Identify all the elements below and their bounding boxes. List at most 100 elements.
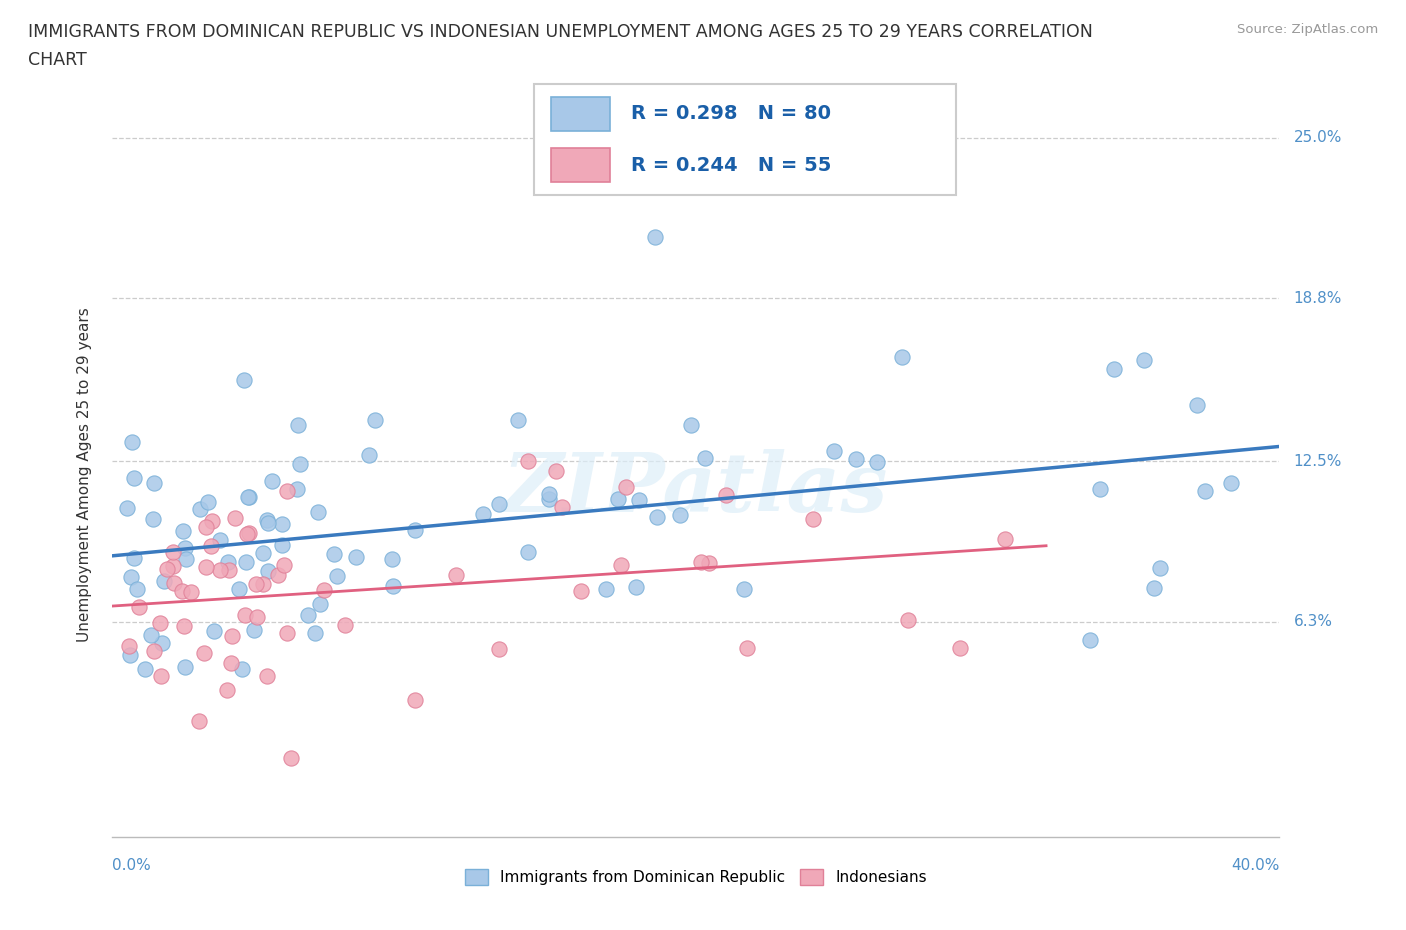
Point [845,452,868,467]
Point [236,526,259,541]
FancyBboxPatch shape [551,97,610,130]
Point [122,471,145,485]
FancyBboxPatch shape [534,84,956,195]
Point [823,443,845,458]
Point [697,556,720,571]
Text: IMMIGRANTS FROM DOMINICAN REPUBLIC VS INDONESIAN UNEMPLOYMENT AMONG AGES 25 TO 2: IMMIGRANTS FROM DOMINICAN REPUBLIC VS IN… [28,23,1092,41]
Point [188,713,211,728]
Point [170,584,193,599]
Legend: Immigrants from Dominican Republic, Indonesians: Immigrants from Dominican Republic, Indo… [458,863,934,891]
Point [994,531,1017,546]
Point [404,523,426,538]
Point [235,555,257,570]
Point [121,435,143,450]
Point [733,582,755,597]
Point [197,494,219,509]
Point [606,492,628,507]
Text: ZIPatlas: ZIPatlas [503,449,889,529]
Point [246,610,269,625]
Point [488,642,510,657]
Point [228,582,250,597]
Point [287,481,309,496]
Point [538,492,561,507]
Point [238,489,260,504]
Point [118,638,141,653]
Point [312,582,335,597]
Point [245,577,267,591]
Point [644,230,666,245]
Text: R = 0.298   N = 80: R = 0.298 N = 80 [631,104,831,124]
Point [1133,352,1156,367]
Point [163,576,186,591]
Point [714,488,737,503]
Point [309,597,332,612]
Point [669,508,692,523]
Point [122,551,145,566]
Point [142,512,165,526]
Point [224,511,246,525]
Point [569,583,592,598]
Point [188,502,211,517]
Point [304,626,326,641]
Point [948,641,970,656]
Text: 0.0%: 0.0% [112,857,152,872]
Point [508,412,530,427]
Point [488,497,510,512]
Point [256,512,278,527]
Point [614,480,637,495]
Point [326,569,349,584]
Point [735,641,758,656]
Point [1194,484,1216,498]
Point [149,669,172,684]
Point [201,513,224,528]
Point [257,516,280,531]
Point [335,618,357,632]
Point [120,569,142,584]
Point [219,656,242,671]
Point [444,568,467,583]
Point [1102,362,1125,377]
Point [344,549,367,564]
Text: 40.0%: 40.0% [1232,857,1279,872]
FancyBboxPatch shape [551,149,610,182]
Point [276,626,298,641]
Point [162,544,184,559]
Point [217,555,239,570]
Point [404,693,426,708]
Point [173,659,195,674]
Point [252,545,274,560]
Point [866,454,889,469]
Point [695,451,717,466]
Y-axis label: Unemployment Among Ages 25 to 29 years: Unemployment Among Ages 25 to 29 years [77,307,91,642]
Point [118,647,141,662]
Point [233,607,256,622]
Point [267,568,290,583]
Point [174,540,197,555]
Point [273,557,295,572]
Point [172,524,194,538]
Point [252,577,274,591]
Point [232,372,254,387]
Point [173,618,195,633]
Point [624,579,647,594]
Point [231,661,253,676]
Point [897,613,920,628]
Point [287,418,309,432]
Point [194,519,217,534]
Point [262,473,284,488]
Point [1149,561,1171,576]
Point [270,538,292,552]
Point [134,662,156,677]
Point [149,616,172,631]
Point [645,510,668,525]
Point [690,554,713,569]
Point [156,562,179,577]
Text: 6.3%: 6.3% [1294,615,1333,630]
Point [297,608,319,623]
Point [1185,398,1208,413]
Point [471,506,494,521]
Point [357,447,380,462]
Point [142,644,165,658]
Point [610,558,633,573]
Point [236,489,259,504]
